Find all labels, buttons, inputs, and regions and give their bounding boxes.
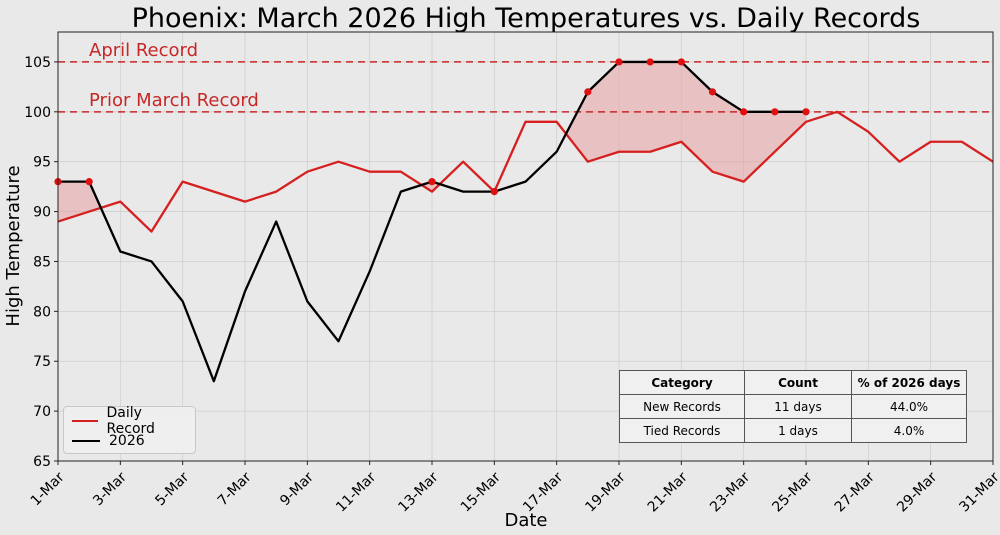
reference-line-label: Prior March Record [89,90,259,111]
record-point [646,58,654,66]
table-header-row: Category Count % of 2026 days [619,370,967,395]
record-point [677,58,685,66]
x-tick-label: 9-Mar [277,469,317,509]
y-tick-label: 100 [24,105,51,121]
table-row: Tied Records 1 days 4.0% [619,418,967,443]
record-point [708,88,717,96]
table-cell: New Records [619,394,745,419]
table-cell: 4.0% [851,418,967,443]
legend-label-daily-record: Daily Record [106,405,155,437]
record-point [740,108,748,116]
y-tick-label: 75 [33,354,51,370]
x-tick-label: 5-Mar [152,469,192,509]
y-tick-label: 65 [33,454,51,470]
record-points [54,58,810,196]
table-cell: 1 days [744,418,852,443]
table-cell: Tied Records [619,418,745,443]
record-point [85,178,93,186]
y-tick-label: 90 [33,205,51,221]
table-header-percent: % of 2026 days [851,370,967,395]
y-tick-label: 95 [33,155,51,171]
legend-item-daily-record: Daily Record [72,405,187,437]
record-point [490,188,498,196]
table-cell: 11 days [744,394,852,419]
record-point [771,108,779,116]
x-tick-label: 13-Mar [395,469,441,515]
legend-swatch-daily-record [72,420,98,422]
legend-label-2026: 2026 [109,433,145,449]
record-fill-area [58,181,101,222]
plot-frame [57,31,994,462]
y-tick-label: 105 [24,55,51,71]
y-tick-label: 80 [33,304,51,320]
x-tick-label: 21-Mar [645,469,691,515]
legend-swatch-2026 [72,440,100,442]
y-axis-ticks: 65 70 75 80 85 90 95 100 105 [24,55,58,470]
x-tick-label: 23-Mar [707,469,753,515]
record-point [802,108,810,116]
x-tick-label: 19-Mar [582,469,628,515]
x-tick-label: 3-Mar [90,469,130,509]
legend: Daily Record 2026 [63,405,196,454]
table-header-category: Category [619,370,745,395]
legend-item-2026: 2026 [72,431,187,451]
table-cell: 44.0% [851,394,967,419]
y-axis-label: High Temperature [3,165,24,326]
table-row: New Records 11 days 44.0% [619,394,967,419]
x-axis-ticks: 1-Mar 3-Mar 5-Mar 7-Mar 9-Mar 11-Mar 13-Mar 15-… [28,461,1000,515]
chart-title: Phoenix: March 2026 High Temperatures vs… [132,3,921,34]
x-tick-label: 27-Mar [832,469,878,515]
x-tick-label: 25-Mar [769,469,815,515]
x-tick-label: 29-Mar [894,469,940,515]
table-header-count: Count [744,370,852,395]
record-point [615,58,623,66]
series-line [57,110,994,233]
x-tick-label: 17-Mar [520,469,566,515]
x-tick-label: 11-Mar [333,469,379,515]
x-tick-label: 1-Mar [28,469,68,509]
record-point [428,178,436,186]
x-axis-label: Date [504,510,547,531]
x-tick-label: 31-Mar [956,469,1000,515]
y-tick-label: 70 [33,404,51,420]
reference-line-label: April Record [89,40,198,61]
record-summary-table: Category Count % of 2026 days New Record… [619,370,967,443]
record-point [584,88,592,96]
x-tick-label: 15-Mar [458,469,504,515]
reference-lines: April Record Prior March Record [58,40,993,113]
y-tick-label: 85 [33,254,51,270]
x-tick-label: 7-Mar [215,469,255,509]
